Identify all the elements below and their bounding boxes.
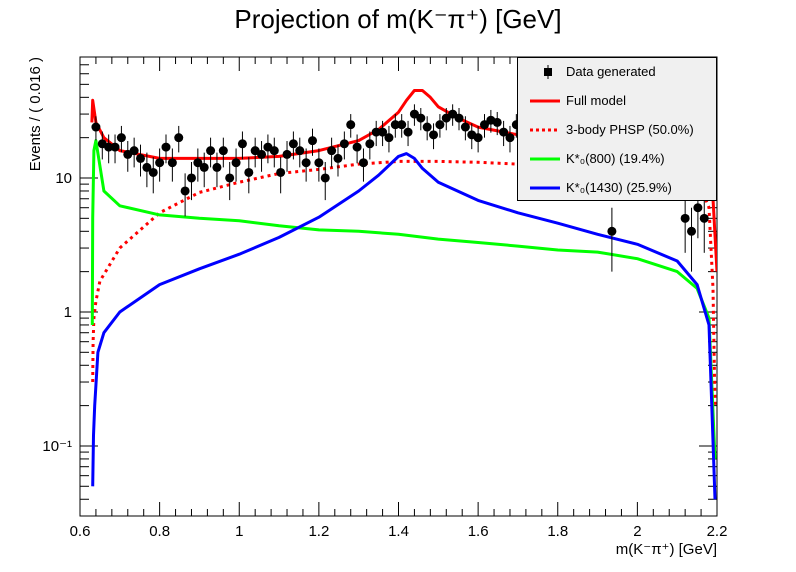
- data-point: [161, 142, 171, 152]
- data-point: [295, 146, 305, 156]
- x-tick-label: 1.8: [547, 523, 568, 540]
- data-point: [687, 226, 697, 236]
- marker-icon: [544, 65, 552, 79]
- data-point: [148, 167, 158, 177]
- data-point: [225, 173, 235, 183]
- data-point: [499, 127, 509, 137]
- data-point: [390, 120, 400, 130]
- data-point: [333, 153, 343, 163]
- legend: Data generated Full model 3-body PHSP (5…: [517, 57, 717, 201]
- data-point: [314, 158, 324, 168]
- data-point: [339, 139, 349, 149]
- x-tick-label: 2: [633, 523, 641, 540]
- y-tick-label: 10: [55, 170, 72, 187]
- data-point: [218, 146, 228, 156]
- data-point: [473, 133, 483, 143]
- data-point: [327, 146, 337, 156]
- data-point: [699, 213, 709, 223]
- y-tick-label: 1: [64, 304, 72, 321]
- data-point: [607, 226, 617, 236]
- data-point: [397, 120, 407, 130]
- y-axis-label: Events / ( 0.016 ): [27, 57, 44, 171]
- legend-item-k800: K*₀(800) (19.4%): [518, 149, 716, 169]
- data-point: [454, 113, 464, 123]
- data-point: [206, 146, 216, 156]
- data-point: [180, 186, 190, 196]
- data-point: [320, 173, 330, 183]
- line-icon: [530, 157, 560, 161]
- data-point: [492, 117, 502, 127]
- data-point: [358, 158, 368, 168]
- data-point: [276, 167, 286, 177]
- data-point: [231, 158, 241, 168]
- x-tick-label: 1: [235, 523, 243, 540]
- data-point: [116, 133, 126, 143]
- legend-label-phsp: 3-body PHSP (50.0%): [566, 122, 694, 137]
- x-tick-label: 0.8: [149, 523, 170, 540]
- data-point: [460, 122, 470, 132]
- data-point: [416, 113, 426, 123]
- x-tick-label: 0.6: [70, 523, 91, 540]
- data-point: [212, 162, 222, 172]
- x-axis-label: m(K⁻π⁺) [GeV]: [616, 541, 717, 558]
- data-point: [505, 133, 515, 143]
- k1430-line: [91, 152, 717, 500]
- data-point: [479, 120, 489, 130]
- legend-label-data: Data generated: [566, 64, 656, 79]
- data-point: [680, 213, 690, 223]
- x-tick-label: 1.4: [388, 523, 409, 540]
- line-icon: [530, 99, 560, 103]
- chart-title: Projection of m(K⁻π⁺) [GeV]: [234, 4, 562, 34]
- data-point: [142, 162, 152, 172]
- data-point: [403, 127, 413, 137]
- data-point: [301, 158, 311, 168]
- data-point: [282, 149, 292, 159]
- data-point: [693, 203, 703, 213]
- data-point: [257, 149, 267, 159]
- data-point: [91, 122, 101, 132]
- legend-item-phsp: 3-body PHSP (50.0%): [518, 120, 716, 140]
- x-tick-label: 2.2: [707, 523, 728, 540]
- data-point: [378, 127, 388, 137]
- data-point: [155, 158, 165, 168]
- data-point: [429, 130, 439, 140]
- data-point: [174, 133, 184, 143]
- x-tick-label: 1.2: [308, 523, 329, 540]
- data-point: [308, 136, 318, 146]
- data-point: [129, 146, 139, 156]
- y-tick-label: 10⁻¹: [42, 438, 72, 455]
- data-point: [371, 127, 381, 137]
- data-point: [269, 146, 279, 156]
- data-point: [104, 142, 114, 152]
- data-point: [288, 139, 298, 149]
- data-point: [237, 139, 247, 149]
- legend-item-data: Data generated: [518, 62, 716, 82]
- legend-item-k1430: K*₀(1430) (25.9%): [518, 178, 716, 198]
- data-point: [110, 142, 120, 152]
- data-point: [422, 122, 432, 132]
- legend-item-full-model: Full model: [518, 91, 716, 111]
- data-point: [365, 139, 375, 149]
- x-tick-label: 1.6: [468, 523, 489, 540]
- data-point: [199, 162, 209, 172]
- k800-line: [90, 139, 717, 459]
- legend-label-k800: K*₀(800) (19.4%): [566, 151, 665, 166]
- data-point: [193, 158, 203, 168]
- data-point: [167, 158, 177, 168]
- data-point: [352, 142, 362, 152]
- data-point: [435, 120, 445, 130]
- data-point: [244, 167, 254, 177]
- legend-label-full-model: Full model: [566, 93, 626, 108]
- line-icon: [530, 186, 560, 190]
- data-point: [346, 120, 356, 130]
- data-point: [384, 133, 394, 143]
- data-point: [136, 153, 146, 163]
- legend-label-k1430: K*₀(1430) (25.9%): [566, 180, 672, 195]
- dotted-line-icon: [530, 128, 560, 132]
- data-point: [186, 173, 196, 183]
